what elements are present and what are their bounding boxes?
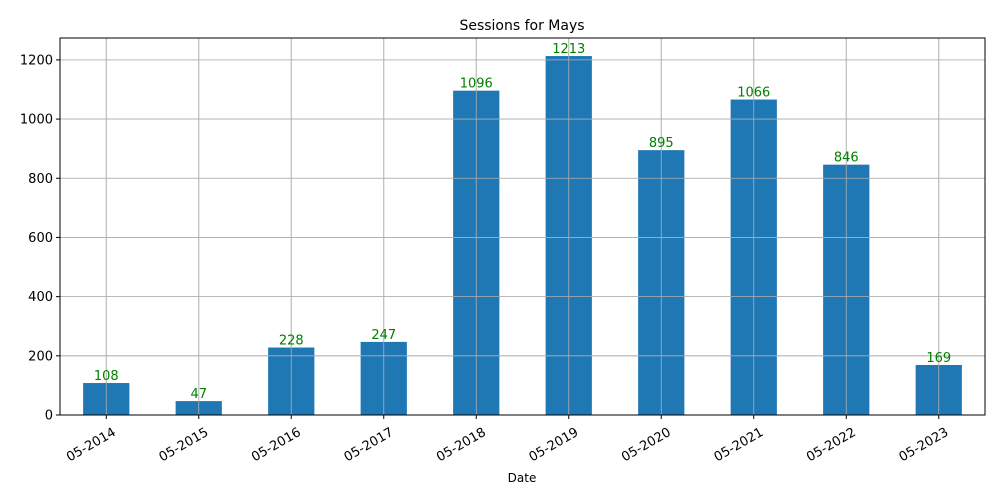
chart-title: Sessions for Mays <box>459 18 584 34</box>
x-tick-label: 05-2021 <box>712 425 767 465</box>
y-tick-label: 0 <box>45 409 53 424</box>
x-tick-label: 05-2014 <box>64 425 119 465</box>
x-tick-label: 05-2018 <box>434 425 489 465</box>
plot-frame <box>59 37 986 416</box>
data-label: 169 <box>926 351 951 366</box>
data-label: 1213 <box>552 42 585 57</box>
y-tick-label: 600 <box>28 231 53 246</box>
data-label: 1096 <box>460 77 493 92</box>
x-tick-label: 05-2020 <box>619 425 674 465</box>
y-tick-label: 800 <box>28 172 53 187</box>
y-tick-label: 200 <box>28 349 53 364</box>
x-tick-label: 05-2015 <box>157 425 212 465</box>
data-label: 228 <box>279 334 304 349</box>
x-tick-label: 05-2017 <box>342 425 397 465</box>
data-label: 247 <box>371 328 396 343</box>
bars <box>60 38 985 416</box>
x-tick-label: 05-2019 <box>527 425 582 465</box>
data-label: 846 <box>834 151 859 166</box>
x-tick-label: 05-2022 <box>804 425 859 465</box>
x-axis-title: Date <box>508 471 537 485</box>
data-label: 895 <box>649 136 674 151</box>
data-label: 47 <box>190 387 207 402</box>
x-tick-label: 05-2016 <box>249 425 304 465</box>
data-label: 108 <box>94 369 119 384</box>
y-tick-label: 1200 <box>20 53 53 68</box>
data-label: 1066 <box>737 86 770 101</box>
y-tick-label: 400 <box>28 290 53 305</box>
x-tick-label: 05-2023 <box>897 425 952 465</box>
data-labels: 108 47 228 247 1096 1213 895 1066 846 169 <box>94 42 951 402</box>
y-tick-label: 1000 <box>20 113 53 128</box>
grid-overlay <box>60 38 985 416</box>
